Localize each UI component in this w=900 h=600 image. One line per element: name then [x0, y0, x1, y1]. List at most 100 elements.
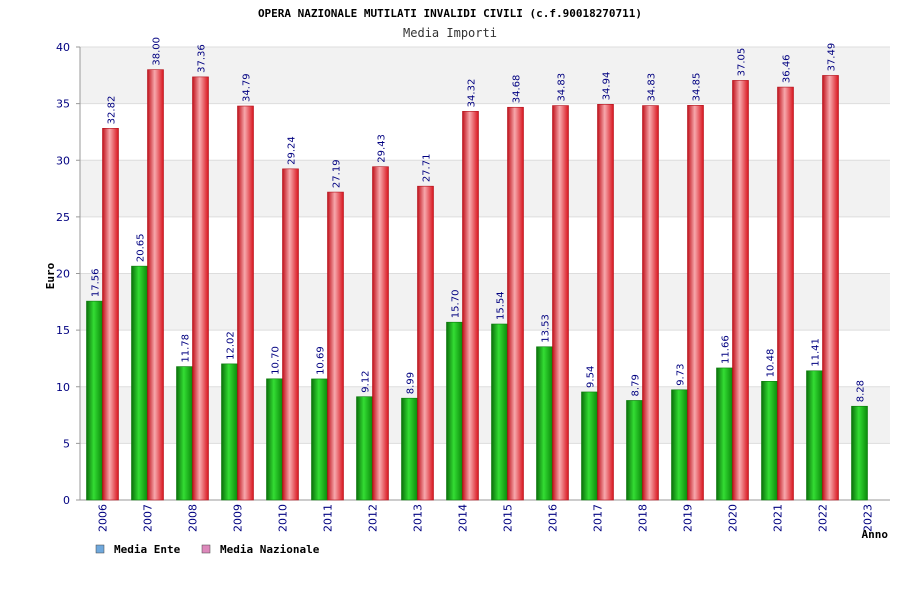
bar-media-nazionale	[642, 105, 659, 501]
y-tick-label: 20	[56, 268, 70, 281]
data-label: 17.56	[91, 268, 102, 297]
legend-label-media-nazionale: Media Nazionale	[220, 543, 320, 556]
legend-label-media-ente: Media Ente	[114, 543, 181, 556]
data-label: 34.79	[242, 73, 253, 102]
data-label: 34.83	[647, 73, 658, 102]
x-tick-label: 2014	[457, 504, 470, 532]
bar-media-nazionale	[552, 105, 569, 501]
bar-media-ente	[851, 405, 868, 501]
plot-background	[80, 46, 890, 501]
y-axis-ticks: 0 5 10 15 20 25 30 35 40	[56, 41, 80, 507]
y-axis-label: Euro	[44, 262, 57, 289]
data-label: 8.79	[631, 374, 642, 396]
chart-title: OPERA NAZIONALE MUTILATI INVALIDI CIVILI…	[258, 7, 642, 20]
y-tick-label: 5	[63, 437, 70, 450]
bar-media-nazionale	[687, 105, 704, 501]
data-label: 13.53	[541, 314, 552, 343]
bar-media-nazionale	[417, 185, 434, 501]
bar-media-ente	[626, 400, 643, 501]
bar-media-ente	[86, 300, 103, 501]
data-label: 10.70	[271, 346, 282, 375]
x-tick-label: 2012	[367, 504, 380, 532]
bar-media-nazionale	[327, 191, 344, 501]
data-label: 37.05	[737, 48, 748, 77]
x-tick-label: 2018	[637, 504, 650, 532]
data-label: 9.73	[676, 364, 687, 386]
data-label: 9.54	[586, 366, 597, 388]
bar-media-nazionale	[777, 86, 794, 501]
grid-band	[80, 47, 890, 104]
bar-media-ente	[266, 378, 283, 501]
data-label: 10.69	[316, 346, 327, 375]
legend-swatch-media-nazionale	[201, 544, 211, 554]
grid-band	[80, 330, 890, 387]
bar-media-ente	[131, 265, 148, 501]
data-label: 36.46	[782, 54, 793, 83]
bar-media-ente	[761, 381, 778, 501]
bar-media-nazionale	[732, 80, 749, 501]
data-label: 27.71	[422, 154, 433, 183]
bar-media-nazionale	[372, 166, 389, 501]
bar-media-nazionale	[462, 111, 479, 501]
bar-media-nazionale	[237, 105, 254, 501]
x-axis-label: Anno	[862, 528, 889, 541]
bar-media-ente	[446, 321, 463, 501]
data-label: 8.99	[406, 372, 417, 394]
data-label: 20.65	[136, 233, 147, 262]
data-label: 37.36	[197, 44, 208, 73]
data-label: 11.66	[721, 335, 732, 364]
bar-media-nazionale	[822, 75, 839, 501]
bar-media-nazionale	[282, 168, 299, 501]
bar-media-ente	[671, 389, 688, 501]
data-label: 29.24	[287, 136, 298, 165]
legend-swatch-media-ente	[95, 544, 105, 554]
x-tick-label: 2007	[142, 504, 155, 532]
x-tick-label: 2015	[502, 504, 515, 532]
x-tick-label: 2021	[772, 504, 785, 532]
data-label: 12.02	[226, 331, 237, 360]
bar-media-nazionale	[102, 128, 119, 501]
data-label: 11.78	[181, 334, 192, 363]
x-tick-label: 2006	[97, 504, 110, 532]
y-tick-label: 35	[56, 98, 70, 111]
y-tick-label: 30	[56, 154, 70, 167]
data-label: 34.68	[512, 75, 523, 104]
data-label: 15.70	[451, 290, 462, 319]
bar-media-nazionale	[192, 76, 209, 501]
grid-band	[80, 443, 890, 500]
y-tick-label: 15	[56, 324, 70, 337]
bar-media-ente	[176, 366, 193, 501]
data-label: 27.19	[332, 159, 343, 188]
data-label: 15.54	[496, 291, 507, 320]
x-tick-label: 2016	[547, 504, 560, 532]
x-tick-label: 2022	[817, 504, 830, 532]
bar-media-ente	[536, 346, 553, 501]
bar-media-ente	[806, 370, 823, 501]
bar-media-ente	[311, 378, 328, 501]
x-tick-label: 2009	[232, 504, 245, 532]
bar-media-ente	[401, 397, 418, 501]
x-tick-label: 2017	[592, 504, 605, 532]
bar-media-nazionale	[147, 69, 164, 501]
bar-media-ente	[716, 367, 733, 501]
bar-media-ente	[356, 396, 373, 501]
data-label: 11.41	[811, 338, 822, 367]
x-tick-label: 2011	[322, 504, 335, 532]
x-axis-ticks: 2006 2007 2008 2009 2010 2011 2012 2013 2014 2015…	[97, 504, 875, 532]
bar-media-ente	[221, 363, 238, 501]
grid-band	[80, 160, 890, 217]
grid-band	[80, 386, 890, 444]
y-tick-label: 0	[63, 494, 70, 507]
data-label: 32.82	[107, 96, 118, 125]
x-tick-label: 2008	[187, 504, 200, 532]
data-label: 38.00	[152, 37, 163, 66]
y-tick-label: 40	[56, 41, 70, 54]
data-label: 8.28	[856, 380, 867, 402]
grid-band	[80, 216, 890, 274]
grid-band	[80, 103, 890, 161]
grid-band	[80, 273, 890, 331]
bar-media-ente	[581, 391, 598, 501]
data-label: 9.12	[361, 370, 372, 392]
bar-media-nazionale	[597, 104, 614, 501]
